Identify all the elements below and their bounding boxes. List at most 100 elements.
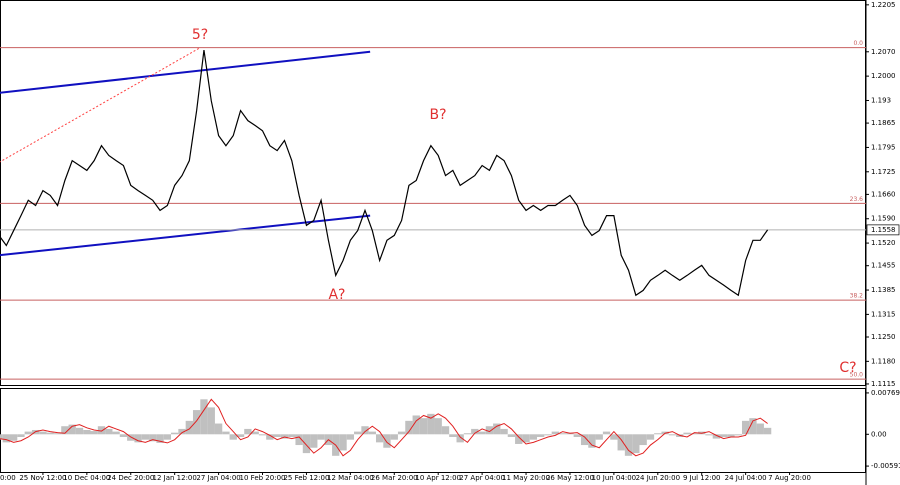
histogram-bar bbox=[390, 434, 398, 440]
y-tick-label: 1.2000 bbox=[871, 72, 896, 80]
x-tick-label: 10 Apr 12:00 bbox=[415, 474, 461, 482]
histogram-bar bbox=[207, 407, 215, 435]
histogram-bar bbox=[639, 434, 647, 446]
y-tick-label: 1.1660 bbox=[871, 190, 896, 198]
histogram-bar bbox=[690, 433, 699, 435]
x-tick-label: 7 Aug 20:00 bbox=[768, 474, 811, 482]
y-tick-label: 1.2070 bbox=[871, 48, 896, 56]
histogram-bar bbox=[156, 434, 164, 443]
histogram-bar bbox=[537, 434, 545, 437]
histogram-bar bbox=[595, 434, 603, 440]
fib-label: 23.6 bbox=[850, 196, 864, 203]
histogram-bar bbox=[178, 428, 186, 435]
y-tick-label: 1.193 bbox=[871, 96, 891, 104]
y-tick-label: 1.1315 bbox=[871, 310, 896, 318]
histogram-bar bbox=[9, 434, 18, 441]
histogram-bar bbox=[192, 410, 201, 435]
histogram-bar bbox=[171, 432, 179, 435]
histogram-bar bbox=[449, 434, 457, 437]
histogram-bar bbox=[427, 413, 435, 435]
y-tick-label: 1.2205 bbox=[871, 1, 896, 9]
histogram-bar bbox=[434, 418, 442, 435]
x-tick-label: 10 Feb 20:00 bbox=[240, 474, 286, 482]
histogram-bar bbox=[2, 434, 10, 443]
histogram-bar bbox=[756, 423, 764, 435]
histogram-bar bbox=[500, 428, 508, 435]
histogram-bar bbox=[222, 431, 230, 435]
histogram-bar bbox=[471, 428, 479, 435]
histogram-bar bbox=[258, 434, 267, 436]
wave-label: A? bbox=[328, 287, 345, 303]
x-tick-label: 24 Jun 20:00 bbox=[636, 474, 680, 482]
x-tick-label: 10 Dec 04:00 bbox=[63, 474, 110, 482]
histogram-bar bbox=[90, 431, 98, 435]
histogram-bar bbox=[763, 427, 772, 435]
histogram-bar bbox=[529, 434, 538, 440]
histogram-bar bbox=[441, 426, 450, 435]
x-tick-label: 12 Mar 04:00 bbox=[327, 474, 374, 482]
x-tick-label: 27 Apr 04:00 bbox=[459, 474, 505, 482]
histogram-bar bbox=[720, 434, 728, 437]
histogram-bar bbox=[507, 434, 516, 437]
price-line bbox=[0, 49, 769, 297]
histogram-bar bbox=[558, 433, 567, 435]
fib-label: 50.0 bbox=[850, 372, 864, 379]
histogram-bar bbox=[39, 431, 47, 435]
histogram-bar bbox=[412, 415, 420, 435]
y-tick-label: 0.00769 bbox=[871, 389, 900, 397]
histogram-bar bbox=[602, 431, 611, 435]
histogram-bar bbox=[383, 434, 391, 448]
histogram-bar bbox=[112, 431, 120, 435]
y-tick-label: 1.1590 bbox=[871, 215, 896, 223]
histogram-bar bbox=[632, 434, 640, 454]
histogram-bar bbox=[244, 428, 252, 435]
histogram-bar bbox=[617, 434, 625, 451]
histogram-bar bbox=[749, 418, 757, 435]
histogram-bar bbox=[105, 428, 113, 435]
histogram-bar bbox=[741, 420, 750, 435]
y-tick-label: -0.00591 bbox=[871, 462, 900, 470]
histogram-bar bbox=[53, 433, 62, 435]
histogram-bar bbox=[83, 429, 91, 435]
histogram-bar bbox=[727, 434, 735, 437]
histogram-bar bbox=[273, 434, 281, 437]
histogram-bar bbox=[149, 434, 157, 442]
histogram-bar bbox=[683, 432, 691, 435]
histogram-bar bbox=[397, 431, 406, 435]
histogram-bar bbox=[654, 433, 662, 435]
histogram-bar bbox=[214, 423, 223, 435]
y-tick-label: 1.1385 bbox=[871, 286, 896, 294]
fib-label: 0.0 bbox=[853, 40, 863, 47]
trendline bbox=[0, 214, 371, 257]
histogram-bar bbox=[134, 434, 142, 443]
x-tick-label: 25 Nov 12:00 bbox=[19, 474, 66, 482]
x-tick-label: 10 Jun 04:00 bbox=[592, 474, 636, 482]
histogram-bar bbox=[478, 431, 486, 435]
x-tick-label: 11 May 20:00 bbox=[502, 474, 550, 482]
histogram-bar bbox=[368, 431, 376, 435]
histogram-bar bbox=[705, 434, 713, 436]
x-tick-label: 26 May 12:00 bbox=[546, 474, 594, 482]
histogram-bar bbox=[75, 427, 84, 435]
x-tick-label: 26 Mar 20:00 bbox=[371, 474, 418, 482]
x-tick-label: 9 Jul 12:00 bbox=[683, 474, 721, 482]
histogram-bar bbox=[734, 434, 742, 436]
last-price-label: 1.1558 bbox=[871, 226, 896, 234]
x-tick-label: 12 Jan 12:00 bbox=[153, 474, 197, 482]
x-tick-label: 24 Jul 04:00 bbox=[725, 474, 767, 482]
histogram-bar bbox=[280, 434, 289, 439]
histogram-bar bbox=[551, 431, 559, 435]
trendline bbox=[0, 47, 201, 163]
histogram-bar bbox=[573, 434, 581, 437]
histogram-bar bbox=[588, 434, 596, 448]
histogram-bar bbox=[544, 434, 552, 436]
histogram-bar bbox=[24, 431, 32, 435]
histogram-bar bbox=[339, 434, 347, 451]
histogram-bar bbox=[163, 434, 172, 440]
last-price-box bbox=[866, 224, 900, 236]
histogram-bar bbox=[141, 434, 150, 440]
signal-line bbox=[0, 398, 768, 457]
histogram-bar bbox=[119, 434, 128, 437]
x-tick-label: 0:00 bbox=[0, 474, 16, 482]
